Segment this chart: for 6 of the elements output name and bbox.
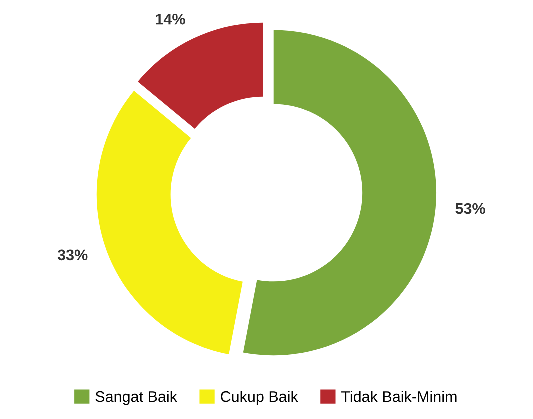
data-label: 33%	[58, 250, 88, 261]
legend-label: Sangat Baik	[96, 391, 178, 406]
legend-label: Cukup Baik	[221, 391, 298, 406]
data-label: 14%	[156, 14, 186, 25]
legend-label: Tidak Baik-Minim	[342, 391, 457, 402]
data-label: 53%	[456, 203, 486, 214]
